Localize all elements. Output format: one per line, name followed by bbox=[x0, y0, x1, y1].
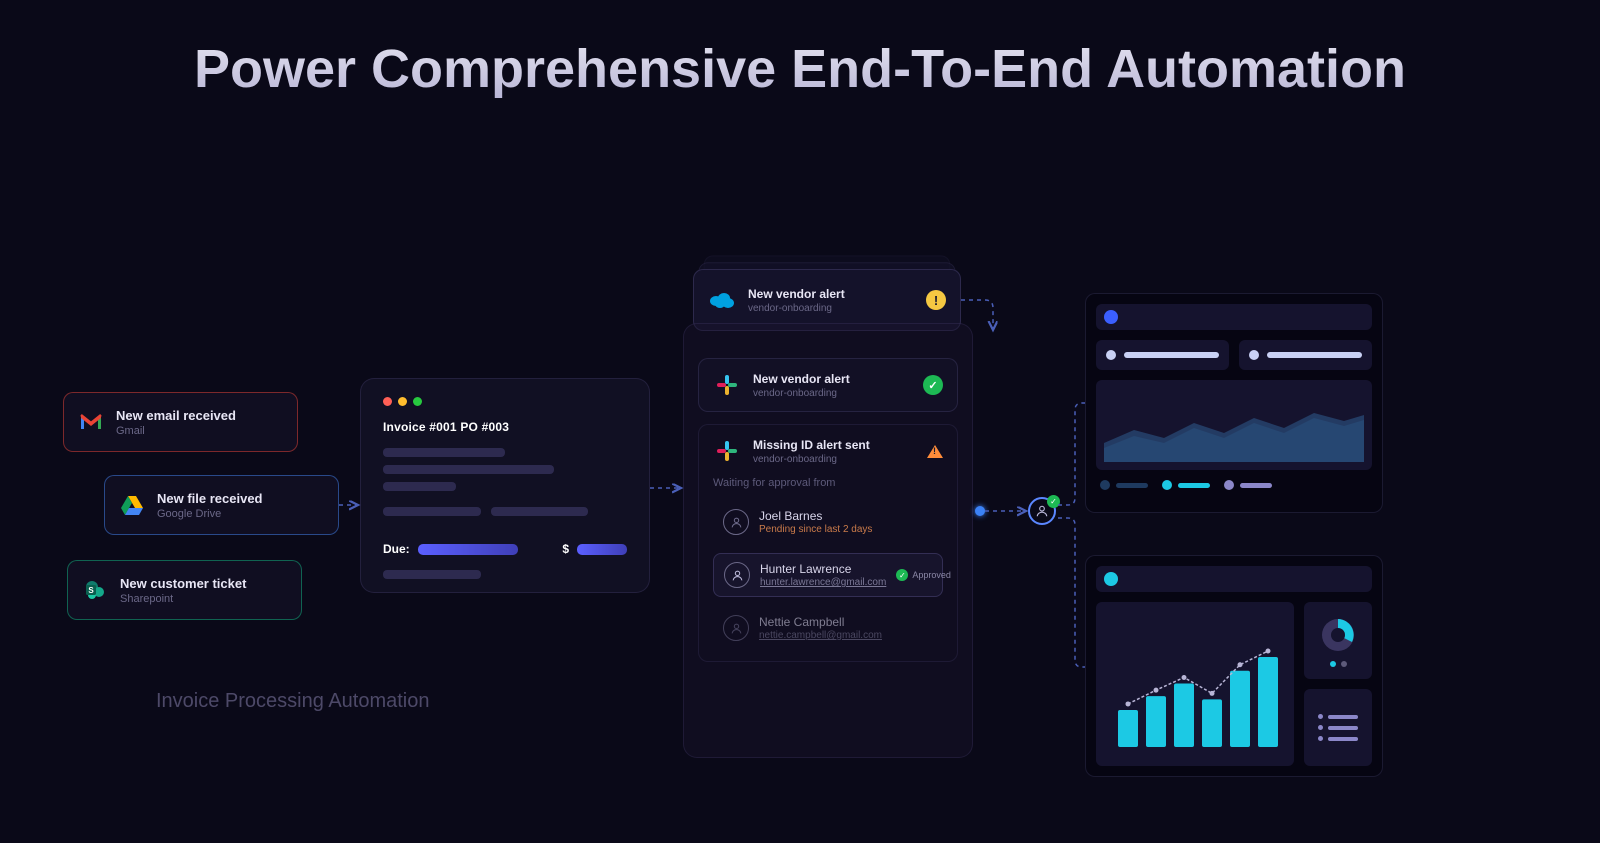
notif-slack-ok: New vendor alert vendor-onboarding bbox=[698, 358, 958, 412]
avatar-icon bbox=[723, 615, 749, 641]
salesforce-icon bbox=[708, 286, 736, 314]
warning-icon: ! bbox=[926, 290, 946, 310]
waiting-label: Waiting for approval from bbox=[713, 477, 943, 489]
person-row-dim: Nettie Campbell nettie.campbell@gmail.co… bbox=[713, 607, 943, 649]
invoice-card: Invoice #001 PO #003 Due: $ bbox=[360, 378, 650, 593]
dashboard-legend bbox=[1096, 480, 1372, 490]
trigger-gmail: New email received Gmail bbox=[63, 392, 298, 452]
person-status: Pending since last 2 days bbox=[759, 524, 933, 535]
trigger-sub: Gmail bbox=[116, 425, 236, 437]
gmail-icon bbox=[78, 409, 104, 435]
invoice-header: Invoice #001 PO #003 bbox=[383, 420, 627, 434]
person-email: nettie.campbell@gmail.com bbox=[759, 630, 933, 641]
dashboard-tab bbox=[1096, 340, 1229, 370]
alert-icon bbox=[927, 445, 943, 458]
person-name: Joel Barnes bbox=[759, 509, 933, 523]
notif-sub: vendor-onboarding bbox=[748, 303, 914, 314]
caption: Invoice Processing Automation bbox=[156, 690, 430, 713]
person-email: hunter.lawrence@gmail.com bbox=[760, 577, 886, 588]
slack-icon bbox=[713, 371, 741, 399]
check-icon bbox=[923, 375, 943, 395]
trigger-title: New file received bbox=[157, 491, 263, 506]
notif-sub: vendor-onboarding bbox=[753, 388, 911, 399]
avatar-icon bbox=[723, 509, 749, 535]
trigger-drive: New file received Google Drive bbox=[104, 475, 339, 535]
trigger-sharepoint: S New customer ticket Sharepoint bbox=[67, 560, 302, 620]
trigger-sub: Google Drive bbox=[157, 508, 263, 520]
person-name: Hunter Lawrence bbox=[760, 562, 886, 576]
svg-text:S: S bbox=[88, 586, 94, 595]
dashboard-top bbox=[1085, 293, 1383, 513]
user-check-node bbox=[1028, 497, 1058, 527]
person-name: Nettie Campbell bbox=[759, 615, 933, 629]
list-card bbox=[1304, 689, 1372, 766]
drive-icon bbox=[119, 492, 145, 518]
dashboard-tab bbox=[1239, 340, 1372, 370]
window-dots bbox=[383, 397, 627, 406]
trigger-sub: Sharepoint bbox=[120, 593, 246, 605]
notif-title: New vendor alert bbox=[753, 372, 911, 386]
notif-title: Missing ID alert sent bbox=[753, 438, 915, 452]
dashboard-header bbox=[1096, 304, 1372, 330]
notif-title: New vendor alert bbox=[748, 287, 914, 301]
avatar-icon bbox=[724, 562, 750, 588]
alert-subpanel: Missing ID alert sent vendor-onboarding … bbox=[698, 424, 958, 662]
trigger-title: New email received bbox=[116, 408, 236, 423]
slack-icon bbox=[713, 437, 741, 465]
connector-node bbox=[975, 506, 985, 516]
approval-panel: New vendor alert vendor-onboarding Missi… bbox=[683, 323, 973, 758]
area-chart bbox=[1096, 380, 1372, 470]
trigger-title: New customer ticket bbox=[120, 576, 246, 591]
due-label: Due: bbox=[383, 542, 410, 556]
dashboard-bottom bbox=[1085, 555, 1383, 777]
person-row-pending: Joel Barnes Pending since last 2 days bbox=[713, 501, 943, 543]
page-title: Power Comprehensive End-To-End Automatio… bbox=[0, 0, 1600, 100]
bar-chart bbox=[1096, 602, 1294, 766]
app-icon bbox=[1104, 572, 1118, 586]
sharepoint-icon: S bbox=[82, 577, 108, 603]
pie-chart bbox=[1304, 602, 1372, 679]
dashboard-header bbox=[1096, 566, 1372, 592]
notif-sub: vendor-onboarding bbox=[753, 454, 915, 465]
amount-label: $ bbox=[562, 542, 569, 556]
approved-badge: Approved bbox=[896, 569, 951, 581]
app-icon bbox=[1104, 310, 1118, 324]
person-row-approved: Hunter Lawrence hunter.lawrence@gmail.co… bbox=[713, 553, 943, 597]
